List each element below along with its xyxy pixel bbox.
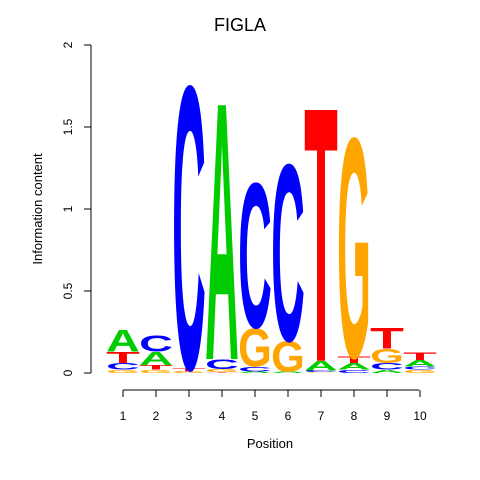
logo-letter-a: A bbox=[271, 371, 305, 374]
x-tick-label: 1 bbox=[120, 409, 127, 423]
logo-letter-t: T bbox=[106, 349, 140, 367]
x-tick-label: 8 bbox=[351, 409, 358, 423]
logo-letter-g: G bbox=[403, 369, 437, 374]
logo-letter-a: A bbox=[106, 324, 140, 359]
logo-letter-c: C bbox=[205, 357, 239, 372]
y-tick-label: 1 bbox=[61, 205, 75, 212]
x-axis: 1 2 3 4 5 6 7 8 9 10 bbox=[120, 389, 427, 423]
logo-letter-t: T bbox=[337, 355, 371, 365]
logo-letter-t: T bbox=[370, 322, 404, 355]
logo-letter-a: A bbox=[139, 348, 173, 369]
logo-letter-c: C bbox=[271, 111, 305, 395]
x-tick-label: 10 bbox=[413, 409, 427, 423]
logo-letter-a: A bbox=[370, 369, 404, 374]
logo-letter-t: T bbox=[403, 350, 437, 363]
x-tick-label: 4 bbox=[219, 409, 226, 423]
logo-letter-c: C bbox=[139, 331, 173, 356]
logo-letter-g: G bbox=[172, 371, 206, 374]
logo-letter-t: T bbox=[205, 372, 239, 373]
x-tick-label: 6 bbox=[285, 409, 292, 423]
logo-letter-c: C bbox=[337, 369, 371, 374]
logo-letter-g: G bbox=[238, 318, 272, 379]
x-tick-label: 3 bbox=[186, 409, 193, 423]
logo-letter-g: G bbox=[304, 372, 338, 373]
logo-letter-g: G bbox=[337, 72, 371, 424]
logo-letter-c: C bbox=[370, 362, 404, 372]
y-tick-label: 1.5 bbox=[61, 118, 75, 135]
logo-letter-c: C bbox=[304, 370, 338, 373]
y-tick-label: 0.5 bbox=[61, 282, 75, 299]
logo-letter-c: C bbox=[238, 139, 272, 371]
logo-letter-c: C bbox=[172, 3, 206, 455]
logo-letter-c: C bbox=[106, 362, 140, 372]
chart-title: FIGLA bbox=[214, 15, 266, 35]
y-axis-label: Information content bbox=[30, 153, 45, 265]
y-axis: 0 0.5 1 1.5 2 bbox=[61, 41, 92, 376]
logo-letter-a: A bbox=[205, 25, 239, 437]
logo-letter-a: A bbox=[403, 359, 437, 369]
logo-letter-a: A bbox=[337, 362, 371, 372]
x-tick-label: 5 bbox=[252, 409, 259, 423]
logo-letter-g: G bbox=[139, 369, 173, 374]
logo-letter-a: A bbox=[304, 359, 338, 374]
x-tick-label: 9 bbox=[384, 409, 391, 423]
x-tick-label: 7 bbox=[318, 409, 325, 423]
logo-letter-g: G bbox=[106, 369, 140, 374]
logo-letter-g: G bbox=[370, 345, 404, 368]
y-tick-label: 2 bbox=[61, 41, 75, 48]
logo-letter-c: C bbox=[238, 365, 272, 373]
x-tick-label: 2 bbox=[153, 409, 160, 423]
y-tick-label: 0 bbox=[61, 369, 75, 376]
logo-letter-c: C bbox=[403, 366, 437, 371]
logo-letter-a: A bbox=[238, 371, 272, 374]
logo-letter-t: T bbox=[304, 32, 338, 439]
logo-letter-t: T bbox=[139, 364, 173, 372]
logo-letter-g: G bbox=[205, 368, 239, 373]
logo-letter-t: T bbox=[172, 367, 206, 372]
x-axis-label: Position bbox=[247, 436, 293, 451]
logo-letter-g: G bbox=[271, 333, 305, 381]
